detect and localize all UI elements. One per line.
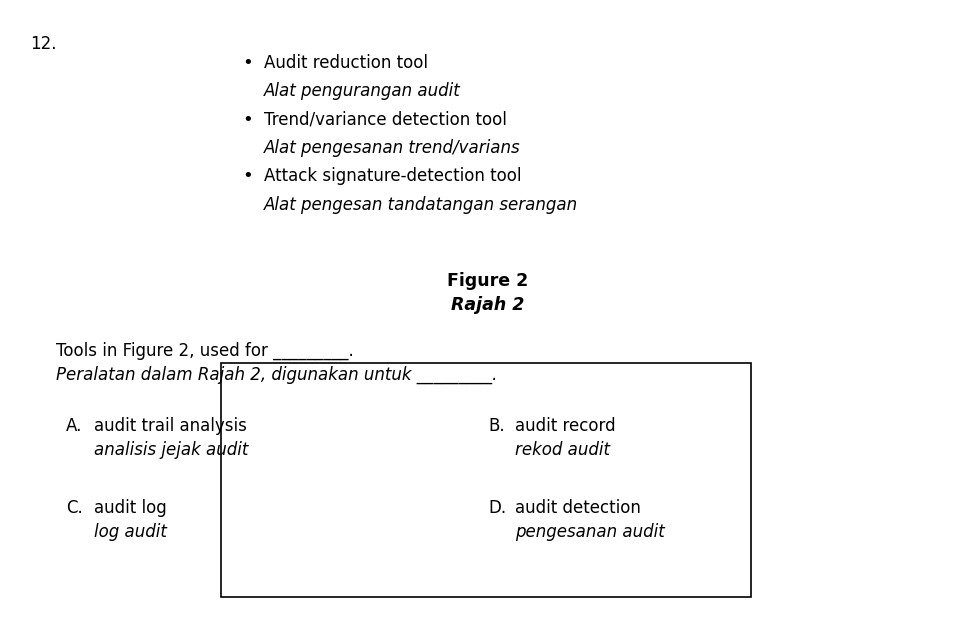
Text: •: • xyxy=(242,54,253,71)
Text: Tools in Figure 2, used for _________.: Tools in Figure 2, used for _________. xyxy=(56,341,353,360)
Text: Trend/variance detection tool: Trend/variance detection tool xyxy=(264,111,507,128)
Text: •: • xyxy=(242,111,253,128)
Text: Alat pengesan tandatangan serangan: Alat pengesan tandatangan serangan xyxy=(264,196,578,214)
Text: Rajah 2: Rajah 2 xyxy=(451,296,525,313)
Text: audit detection: audit detection xyxy=(515,499,641,517)
Text: audit trail analysis: audit trail analysis xyxy=(94,417,247,435)
Text: •: • xyxy=(242,167,253,185)
Text: audit log: audit log xyxy=(94,499,167,517)
Text: pengesanan audit: pengesanan audit xyxy=(515,523,665,541)
Text: Alat pengesanan trend/varians: Alat pengesanan trend/varians xyxy=(264,139,520,157)
Text: C.: C. xyxy=(66,499,83,517)
Text: A.: A. xyxy=(66,417,83,435)
Text: Attack signature-detection tool: Attack signature-detection tool xyxy=(264,167,521,185)
Text: 12.: 12. xyxy=(30,35,57,52)
Text: Alat pengurangan audit: Alat pengurangan audit xyxy=(264,82,461,100)
Text: rekod audit: rekod audit xyxy=(515,441,610,459)
Text: analisis jejak audit: analisis jejak audit xyxy=(94,441,248,459)
Text: Peralatan dalam Rajah 2, digunakan untuk _________.: Peralatan dalam Rajah 2, digunakan untuk… xyxy=(56,365,497,384)
Text: log audit: log audit xyxy=(94,523,167,541)
Text: audit record: audit record xyxy=(515,417,616,435)
Text: D.: D. xyxy=(488,499,507,517)
Text: Audit reduction tool: Audit reduction tool xyxy=(264,54,427,71)
Text: B.: B. xyxy=(488,417,505,435)
Text: Figure 2: Figure 2 xyxy=(447,272,529,289)
